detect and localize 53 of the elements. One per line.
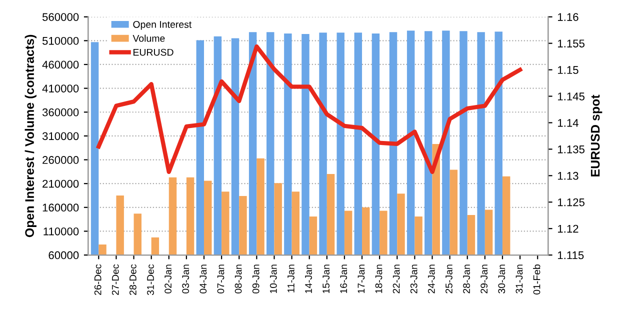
- x-tick-label: 27-Dec: [112, 264, 119, 295]
- y2-tick-label: 1.115: [558, 251, 584, 260]
- x-tick-label: 28-Dec: [130, 264, 136, 295]
- y2-tick-label: 1.135: [558, 145, 584, 154]
- x-tick-label: 17-Jan: [358, 264, 365, 294]
- y-tick-label: 260000: [42, 156, 79, 164]
- y-tick-label: 160000: [42, 204, 79, 212]
- y-tick-label: 560000: [42, 13, 79, 21]
- x-tick-label: 24-Jan: [428, 264, 435, 294]
- y2-tick-label: 1.16: [558, 13, 578, 21]
- y-axis-title: Open Interest / Volume (contracts): [24, 34, 36, 238]
- y2-tick-label: 1.145: [558, 92, 584, 100]
- x-tick-label: 11-Jan: [288, 264, 294, 292]
- x-tick-label: 16-Jan: [340, 264, 348, 294]
- x-tick-label: 29-Jan: [480, 264, 488, 294]
- x-tick-label: 04-Jan: [200, 264, 207, 294]
- x-tick-label: 31-Jan: [516, 264, 523, 294]
- y2-tick-label: 1.125: [558, 198, 584, 206]
- y-tick-label: 310000: [42, 132, 79, 140]
- x-tick-label: 30-Jan: [498, 264, 506, 294]
- y-tick-label: 210000: [42, 180, 79, 188]
- x-tick-label: 01-Feb: [533, 264, 540, 294]
- x-tick-label: 15-Jan: [322, 264, 330, 294]
- x-tick-label: 02-Jan: [164, 264, 172, 294]
- y2-tick-label: 1.12: [558, 224, 578, 233]
- legend-label: EURUSD: [134, 48, 174, 56]
- x-tick-label: 09-Jan: [252, 264, 260, 294]
- x-tick-label: 23-Jan: [410, 264, 418, 294]
- x-tick-label: 18-Jan: [375, 264, 382, 294]
- x-tick-label: 10-Jan: [270, 264, 277, 294]
- x-tick-label: 28-Jan: [463, 264, 470, 294]
- x-tick-label: 25-Jan: [446, 264, 452, 294]
- y-tick-label: 360000: [42, 108, 79, 116]
- x-tick-label: 03-Jan: [182, 264, 190, 294]
- y2-axis-title: EURUSD spot: [590, 94, 602, 176]
- x-tick-label: 26-Dec: [94, 264, 102, 295]
- y2-tick-label: 1.14: [558, 119, 578, 127]
- y2-tick-label: 1.15: [558, 66, 578, 74]
- legend-label: Open Interest: [133, 21, 192, 30]
- x-tick-label: 14-Jan: [305, 264, 312, 294]
- x-tick-label: 22-Jan: [392, 264, 400, 294]
- y-tick-label: 410000: [42, 84, 79, 92]
- x-tick-label: 31-Dec: [147, 264, 154, 296]
- legend-label: Volume: [132, 34, 165, 42]
- line-series: [96, 44, 522, 174]
- y-tick-label: 510000: [42, 36, 79, 45]
- y-tick-label: 460000: [42, 60, 79, 69]
- y2-tick-label: 1.13: [558, 172, 578, 180]
- y2-tick-label: 1.155: [558, 40, 584, 48]
- x-tick-label: 08-Jan: [234, 264, 242, 294]
- y-tick-label: 110000: [44, 227, 79, 236]
- x-tick-label: 07-Jan: [217, 264, 224, 294]
- y-tick-label: 60000: [48, 251, 79, 260]
